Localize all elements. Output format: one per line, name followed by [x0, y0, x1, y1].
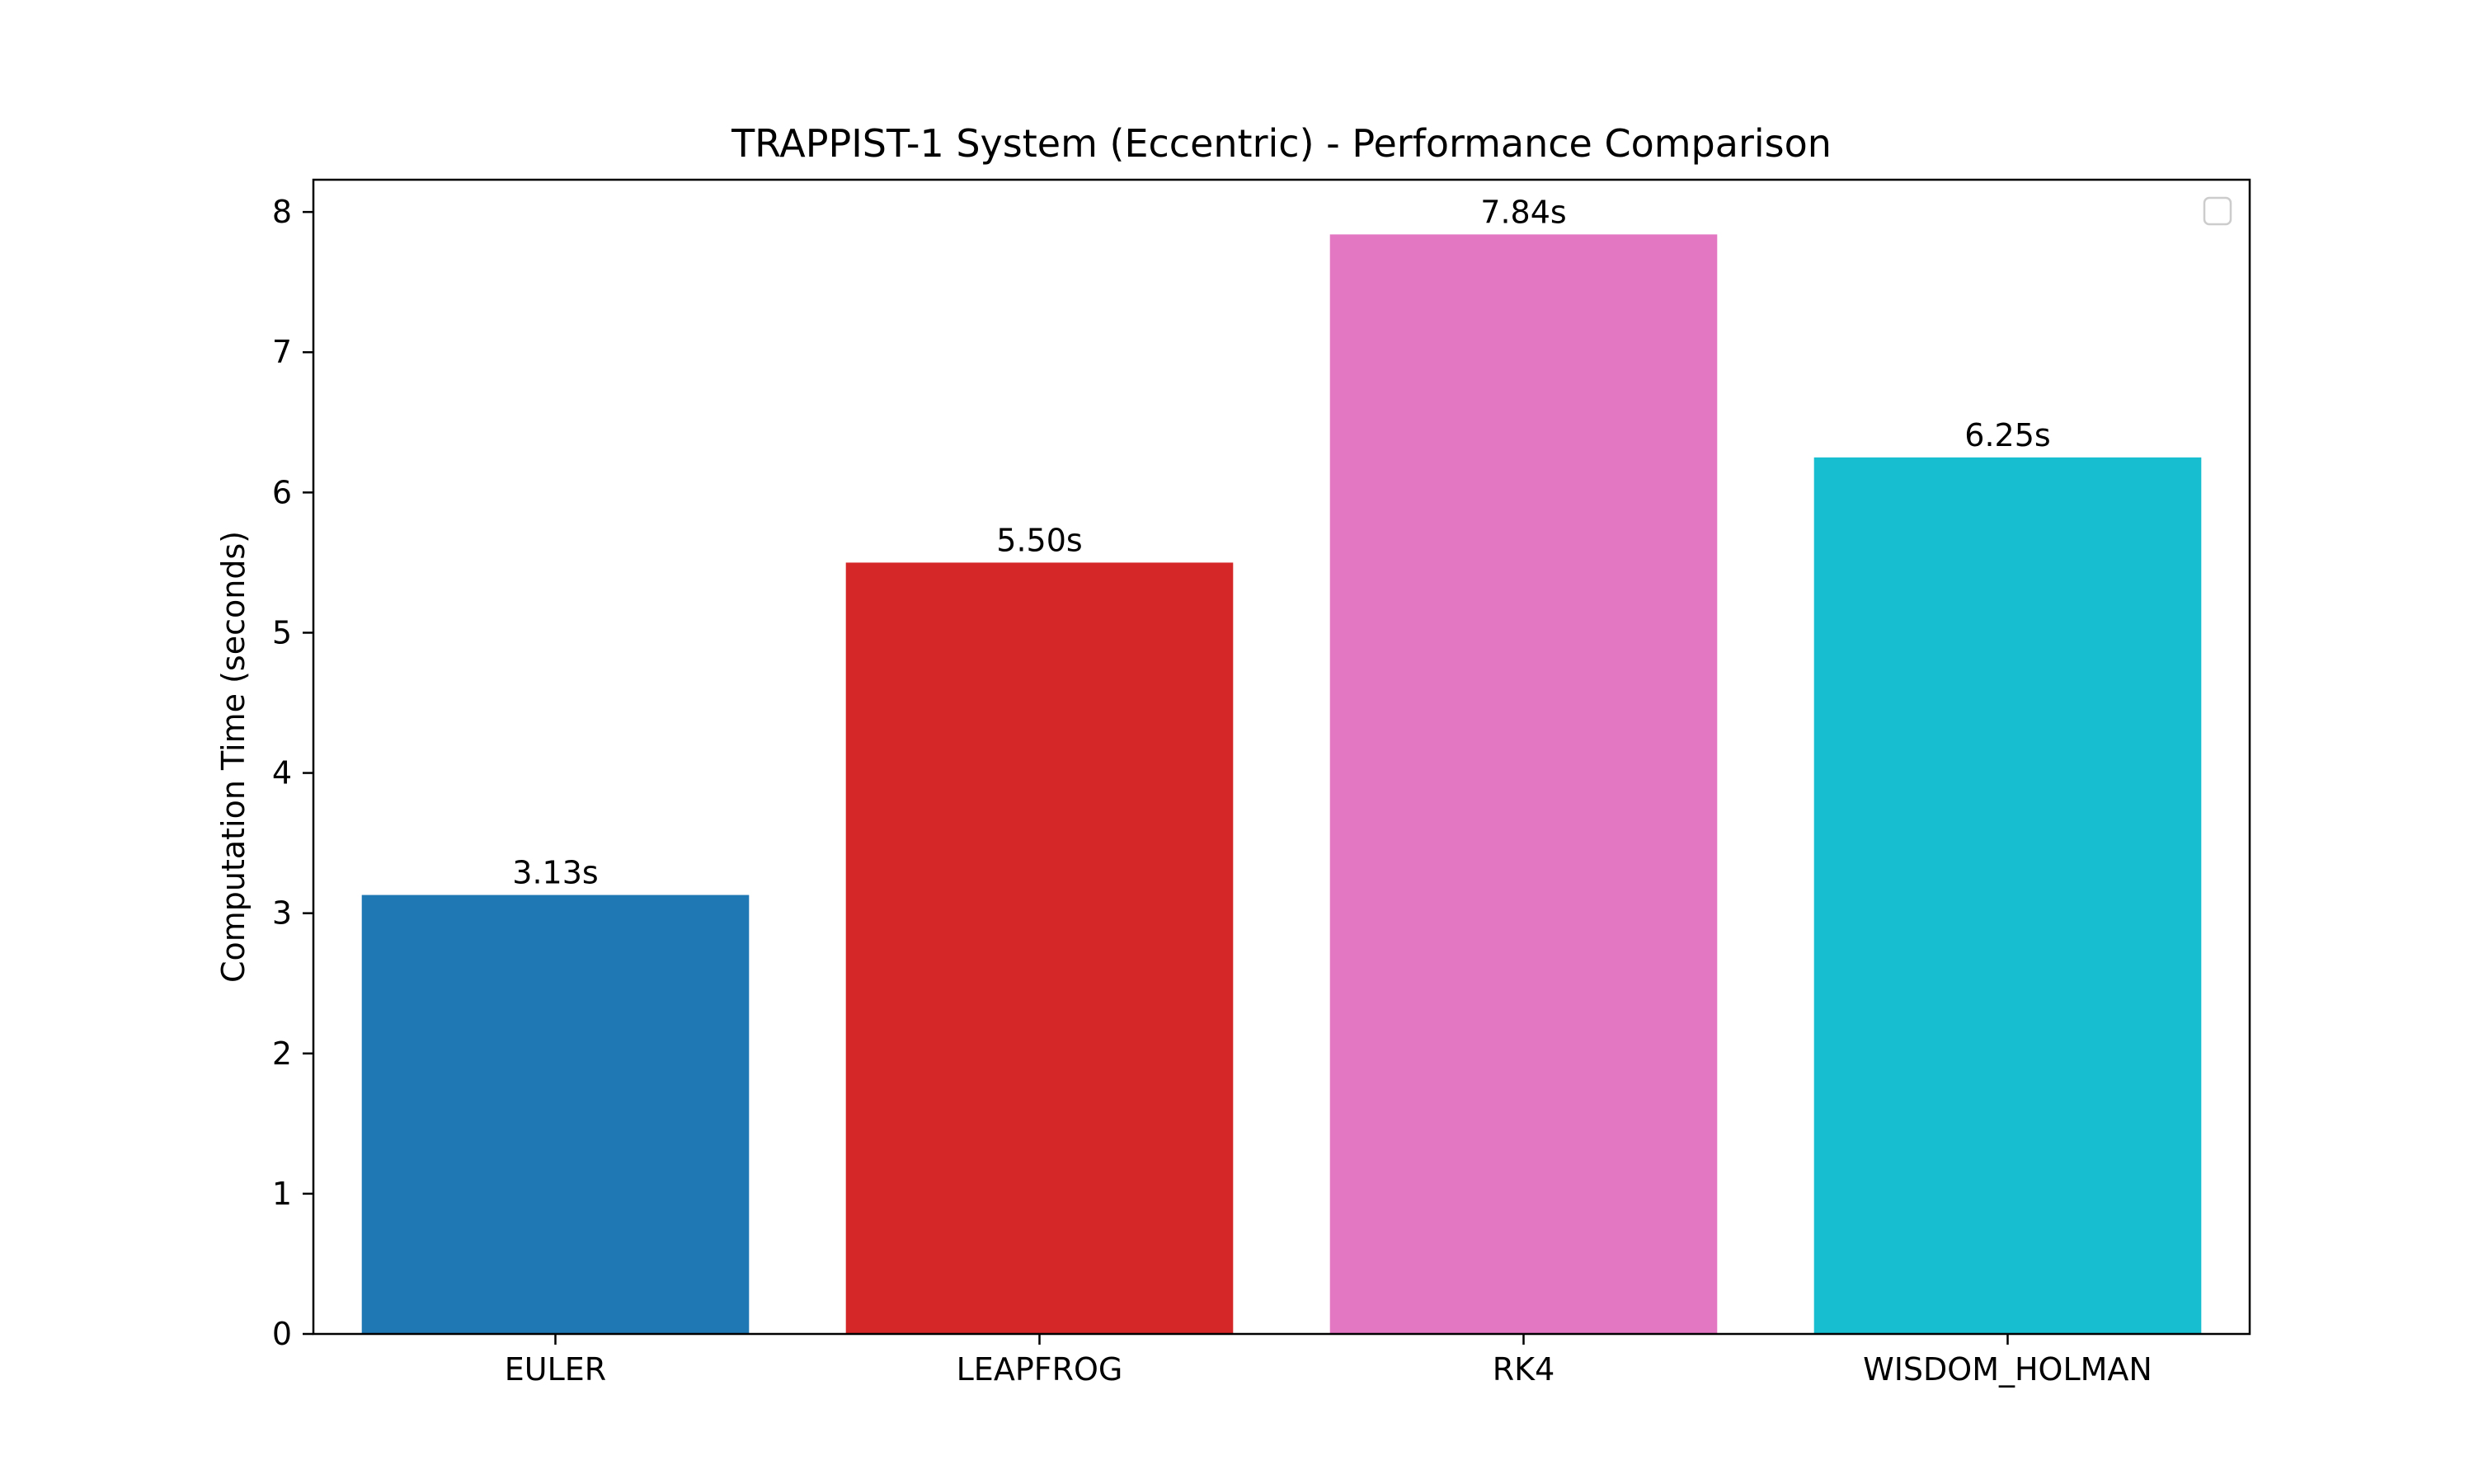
data-label-wisdom-holman: 6.25s: [1964, 417, 2050, 453]
y-tick-label: 4: [272, 755, 292, 791]
data-label-leapfrog: 5.50s: [996, 522, 1082, 558]
legend-box: [2203, 196, 2232, 226]
y-tick-label: 1: [272, 1176, 292, 1212]
bars-layer: [361, 234, 2202, 1334]
x-tick-label: LEAPFROG: [957, 1351, 1123, 1388]
data-label-rk4: 7.84s: [1480, 194, 1566, 230]
bar-rk4: [1329, 234, 1718, 1334]
y-tick-label: 8: [272, 194, 292, 230]
data-label-euler: 3.13s: [512, 855, 598, 891]
y-tick-label: 0: [272, 1316, 292, 1352]
bar-euler: [361, 895, 750, 1334]
x-axis-ticks: EULER LEAPFROG RK4 WISDOM_HOLMAN: [505, 1334, 2152, 1388]
x-tick-label: EULER: [505, 1351, 606, 1388]
bar-leapfrog: [845, 562, 1234, 1334]
y-tick-label: 3: [272, 895, 292, 932]
plot-frame: [312, 178, 2251, 1336]
data-labels: 3.13s 5.50s 7.84s 6.25s: [512, 194, 2050, 890]
x-tick-label: RK4: [1493, 1351, 1555, 1388]
y-axis-ticks: 0 1 2 3 4 5 6 7 8: [272, 194, 313, 1352]
x-tick-label: WISDOM_HOLMAN: [1863, 1351, 2152, 1388]
y-tick-label: 6: [272, 474, 292, 510]
bar-wisdom-holman: [1813, 457, 2202, 1334]
chart-title: TRAPPIST-1 System (Eccentric) - Performa…: [731, 121, 1832, 166]
y-tick-label: 7: [272, 334, 292, 370]
y-axis-label: Computation Time (seconds): [215, 531, 252, 983]
y-tick-label: 5: [272, 614, 292, 650]
y-tick-label: 2: [272, 1036, 292, 1072]
